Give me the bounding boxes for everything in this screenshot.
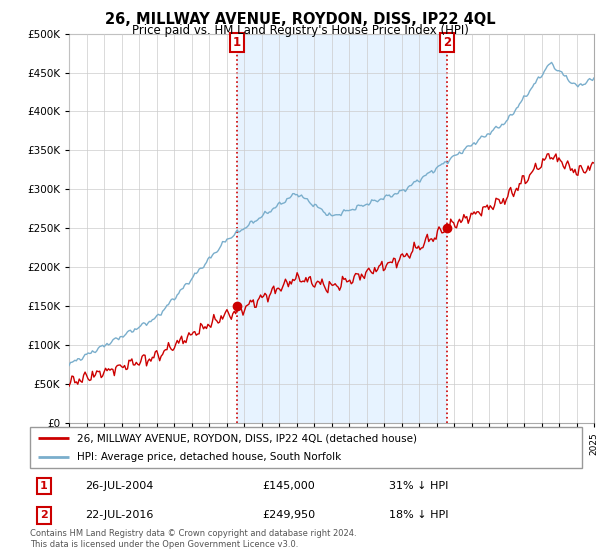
Text: 2: 2: [443, 36, 451, 49]
Text: 1: 1: [40, 482, 47, 491]
Text: 31% ↓ HPI: 31% ↓ HPI: [389, 482, 448, 491]
Text: 22-JUL-2016: 22-JUL-2016: [85, 510, 154, 520]
Text: Contains HM Land Registry data © Crown copyright and database right 2024.
This d: Contains HM Land Registry data © Crown c…: [30, 529, 356, 549]
Bar: [594, 34, 600, 423]
Text: £249,950: £249,950: [262, 510, 315, 520]
Text: 2: 2: [40, 510, 47, 520]
Text: 26-JUL-2004: 26-JUL-2004: [85, 482, 154, 491]
FancyBboxPatch shape: [30, 427, 582, 468]
Text: Price paid vs. HM Land Registry's House Price Index (HPI): Price paid vs. HM Land Registry's House …: [131, 24, 469, 37]
Text: HPI: Average price, detached house, South Norfolk: HPI: Average price, detached house, Sout…: [77, 452, 341, 461]
Text: £145,000: £145,000: [262, 482, 314, 491]
Text: 1: 1: [233, 36, 241, 49]
Text: 26, MILLWAY AVENUE, ROYDON, DISS, IP22 4QL (detached house): 26, MILLWAY AVENUE, ROYDON, DISS, IP22 4…: [77, 433, 417, 443]
Bar: [237, 34, 447, 423]
Text: 26, MILLWAY AVENUE, ROYDON, DISS, IP22 4QL: 26, MILLWAY AVENUE, ROYDON, DISS, IP22 4…: [104, 12, 496, 27]
Text: 18% ↓ HPI: 18% ↓ HPI: [389, 510, 448, 520]
